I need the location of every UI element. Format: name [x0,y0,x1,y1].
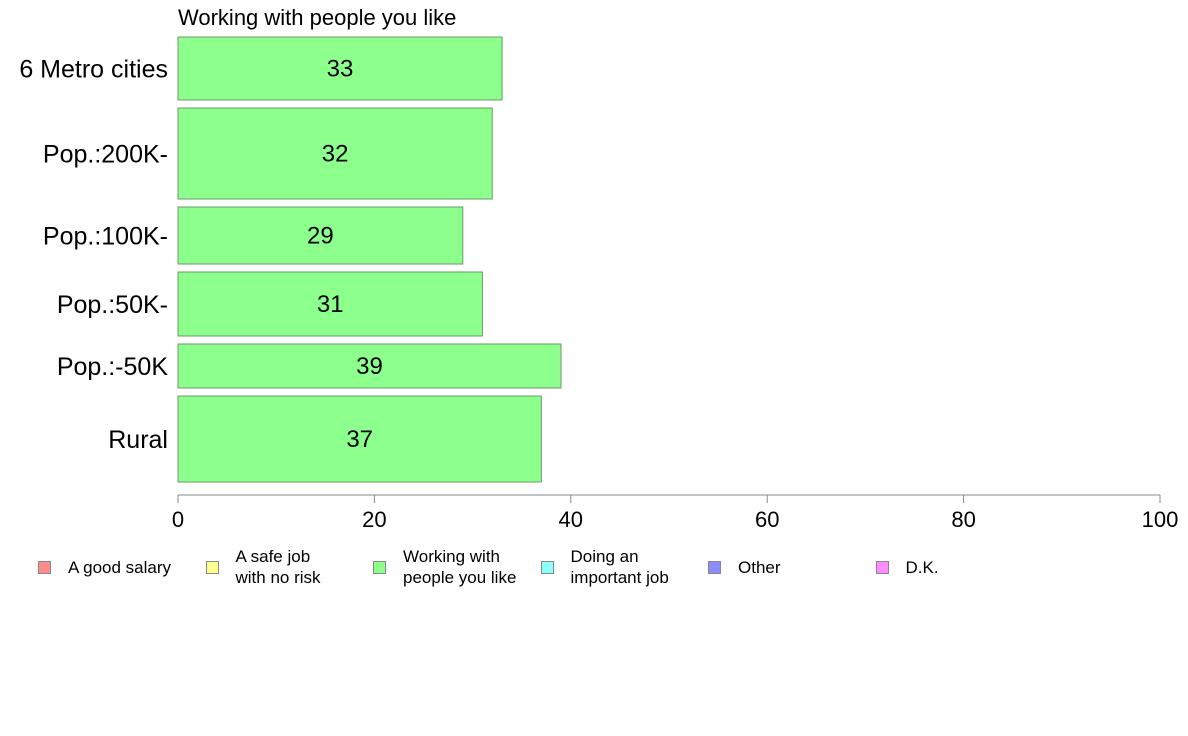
legend-label: Doing an important job [570,547,669,587]
bar [177,395,542,483]
bar [177,271,483,337]
legend-item: A safe job with no risk [205,545,321,589]
legend-swatch [373,560,386,574]
x-tick-label: 40 [559,507,583,532]
bar-value-label: 33 [327,56,354,83]
category-label: Pop.:50K- [57,291,168,319]
legend-label: A good salary [68,557,172,577]
legend-swatch [205,560,219,574]
chart-title: Working with people you like [178,5,456,30]
legend-swatch [708,560,721,574]
x-tick-label: 0 [172,507,184,532]
bar [177,343,562,389]
x-tick-label: 100 [1142,507,1179,532]
legend-item: A good salary [38,545,171,589]
legend-swatch [38,560,51,574]
category-label: Pop.:200K- [43,141,168,169]
bar [177,107,493,200]
x-tick-label: 80 [951,507,975,532]
legend-item: D.K. [875,545,939,589]
category-label: Pop.:100K- [43,223,168,251]
x-tick-label: 20 [362,507,386,532]
legend: A good salary A safe job with no risk Work… [38,545,1158,589]
category-label: Pop.:-50K [57,353,169,381]
legend-label: D.K. [905,557,939,577]
legend-item: Working with people you like [373,545,516,589]
bar [177,206,464,265]
category-label: Rural [108,426,168,454]
bar-value-label: 29 [307,223,334,250]
legend-label: Working with people you like [403,547,517,587]
legend-item: Other [708,545,781,589]
legend-swatch [875,560,889,574]
bar-value-label: 39 [356,353,383,380]
legend-label: Other [738,557,781,577]
bar [177,36,503,101]
legend-swatch [540,560,554,574]
x-tick-label: 60 [755,507,779,532]
bar-value-label: 32 [322,141,349,168]
x-axis: 0 20 40 60 80 100 [172,494,1179,532]
legend-label: A safe job with no risk [235,547,321,587]
category-label: 6 Metro cities [19,56,168,84]
bars-group: 33 6 Metro cities 32 Pop.:200K- 29 Pop.:100K-… [19,36,562,483]
bar-value-label: 31 [317,291,344,318]
bar-value-label: 37 [346,426,373,453]
legend-item: Doing an important job [540,545,669,589]
